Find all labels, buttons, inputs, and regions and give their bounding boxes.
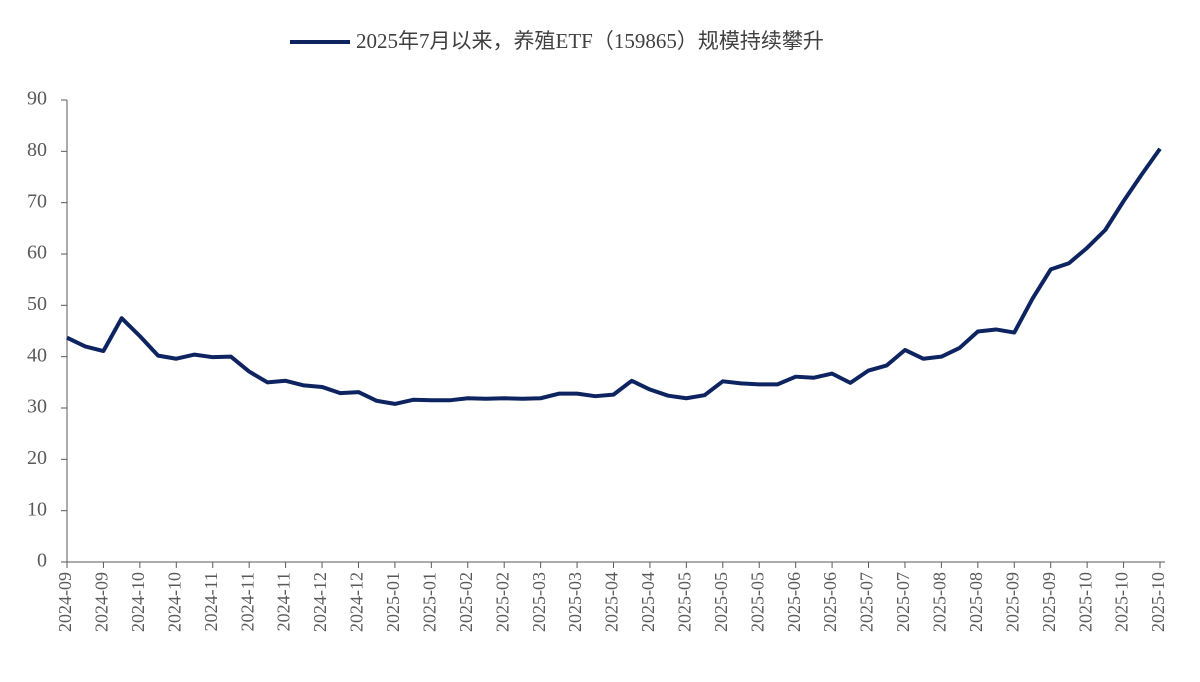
x-tick-label: 2025-09 bbox=[1039, 572, 1059, 632]
x-tick-label: 2025-06 bbox=[784, 572, 804, 632]
y-tick-label: 60 bbox=[27, 242, 47, 264]
y-tick-label: 80 bbox=[27, 139, 47, 161]
x-tick-label: 2024-10 bbox=[164, 572, 184, 632]
x-tick-label: 2025-06 bbox=[820, 572, 840, 632]
y-tick-label: 10 bbox=[27, 498, 47, 520]
x-tick-label: 2025-07 bbox=[857, 572, 877, 632]
x-tick-label: 2024-11 bbox=[274, 572, 294, 631]
x-tick-label: 2024-11 bbox=[237, 572, 257, 631]
x-tick-label: 2025-05 bbox=[747, 572, 767, 632]
x-tick-label: 2025-09 bbox=[1002, 572, 1022, 632]
x-tick-label: 2025-03 bbox=[529, 572, 549, 632]
legend-label: 2025年7月以来，养殖ETF（159865）规模持续攀升 bbox=[356, 29, 824, 53]
x-tick-label: 2025-04 bbox=[602, 572, 622, 632]
x-tick-label: 2025-01 bbox=[419, 572, 439, 632]
x-tick-label: 2025-04 bbox=[638, 572, 658, 632]
x-tick-label: 2025-07 bbox=[893, 572, 913, 632]
x-tick-label: 2025-05 bbox=[674, 572, 694, 632]
y-tick-label: 70 bbox=[27, 190, 47, 212]
x-tick-label: 2025-10 bbox=[1148, 572, 1168, 632]
x-tick-label: 2024-12 bbox=[347, 572, 367, 632]
x-tick-label: 2024-10 bbox=[128, 572, 148, 632]
line-series bbox=[66, 147, 1162, 406]
y-tick-label: 50 bbox=[27, 293, 47, 315]
y-tick-label: 0 bbox=[37, 550, 47, 572]
x-tick-label: 2025-05 bbox=[711, 572, 731, 632]
x-tick-label: 2025-02 bbox=[492, 572, 512, 632]
x-tick-label: 2025-10 bbox=[1075, 572, 1095, 632]
y-tick-label: 90 bbox=[27, 88, 47, 110]
x-tick-label: 2025-01 bbox=[383, 572, 403, 632]
x-tick-label: 2024-11 bbox=[201, 572, 221, 631]
x-tick-label: 2025-08 bbox=[966, 572, 986, 632]
x-tick-label: 2024-09 bbox=[92, 572, 112, 632]
x-tick-label: 2025-10 bbox=[1112, 572, 1132, 632]
x-tick-label: 2024-09 bbox=[55, 572, 75, 632]
y-tick-label: 20 bbox=[27, 447, 47, 469]
x-tick-label: 2025-03 bbox=[565, 572, 585, 632]
y-tick-label: 40 bbox=[27, 344, 47, 366]
x-tick-label: 2025-08 bbox=[930, 572, 950, 632]
y-tick-label: 30 bbox=[27, 396, 47, 418]
x-tick-label: 2024-12 bbox=[310, 572, 330, 632]
x-tick-label: 2025-02 bbox=[456, 572, 476, 632]
